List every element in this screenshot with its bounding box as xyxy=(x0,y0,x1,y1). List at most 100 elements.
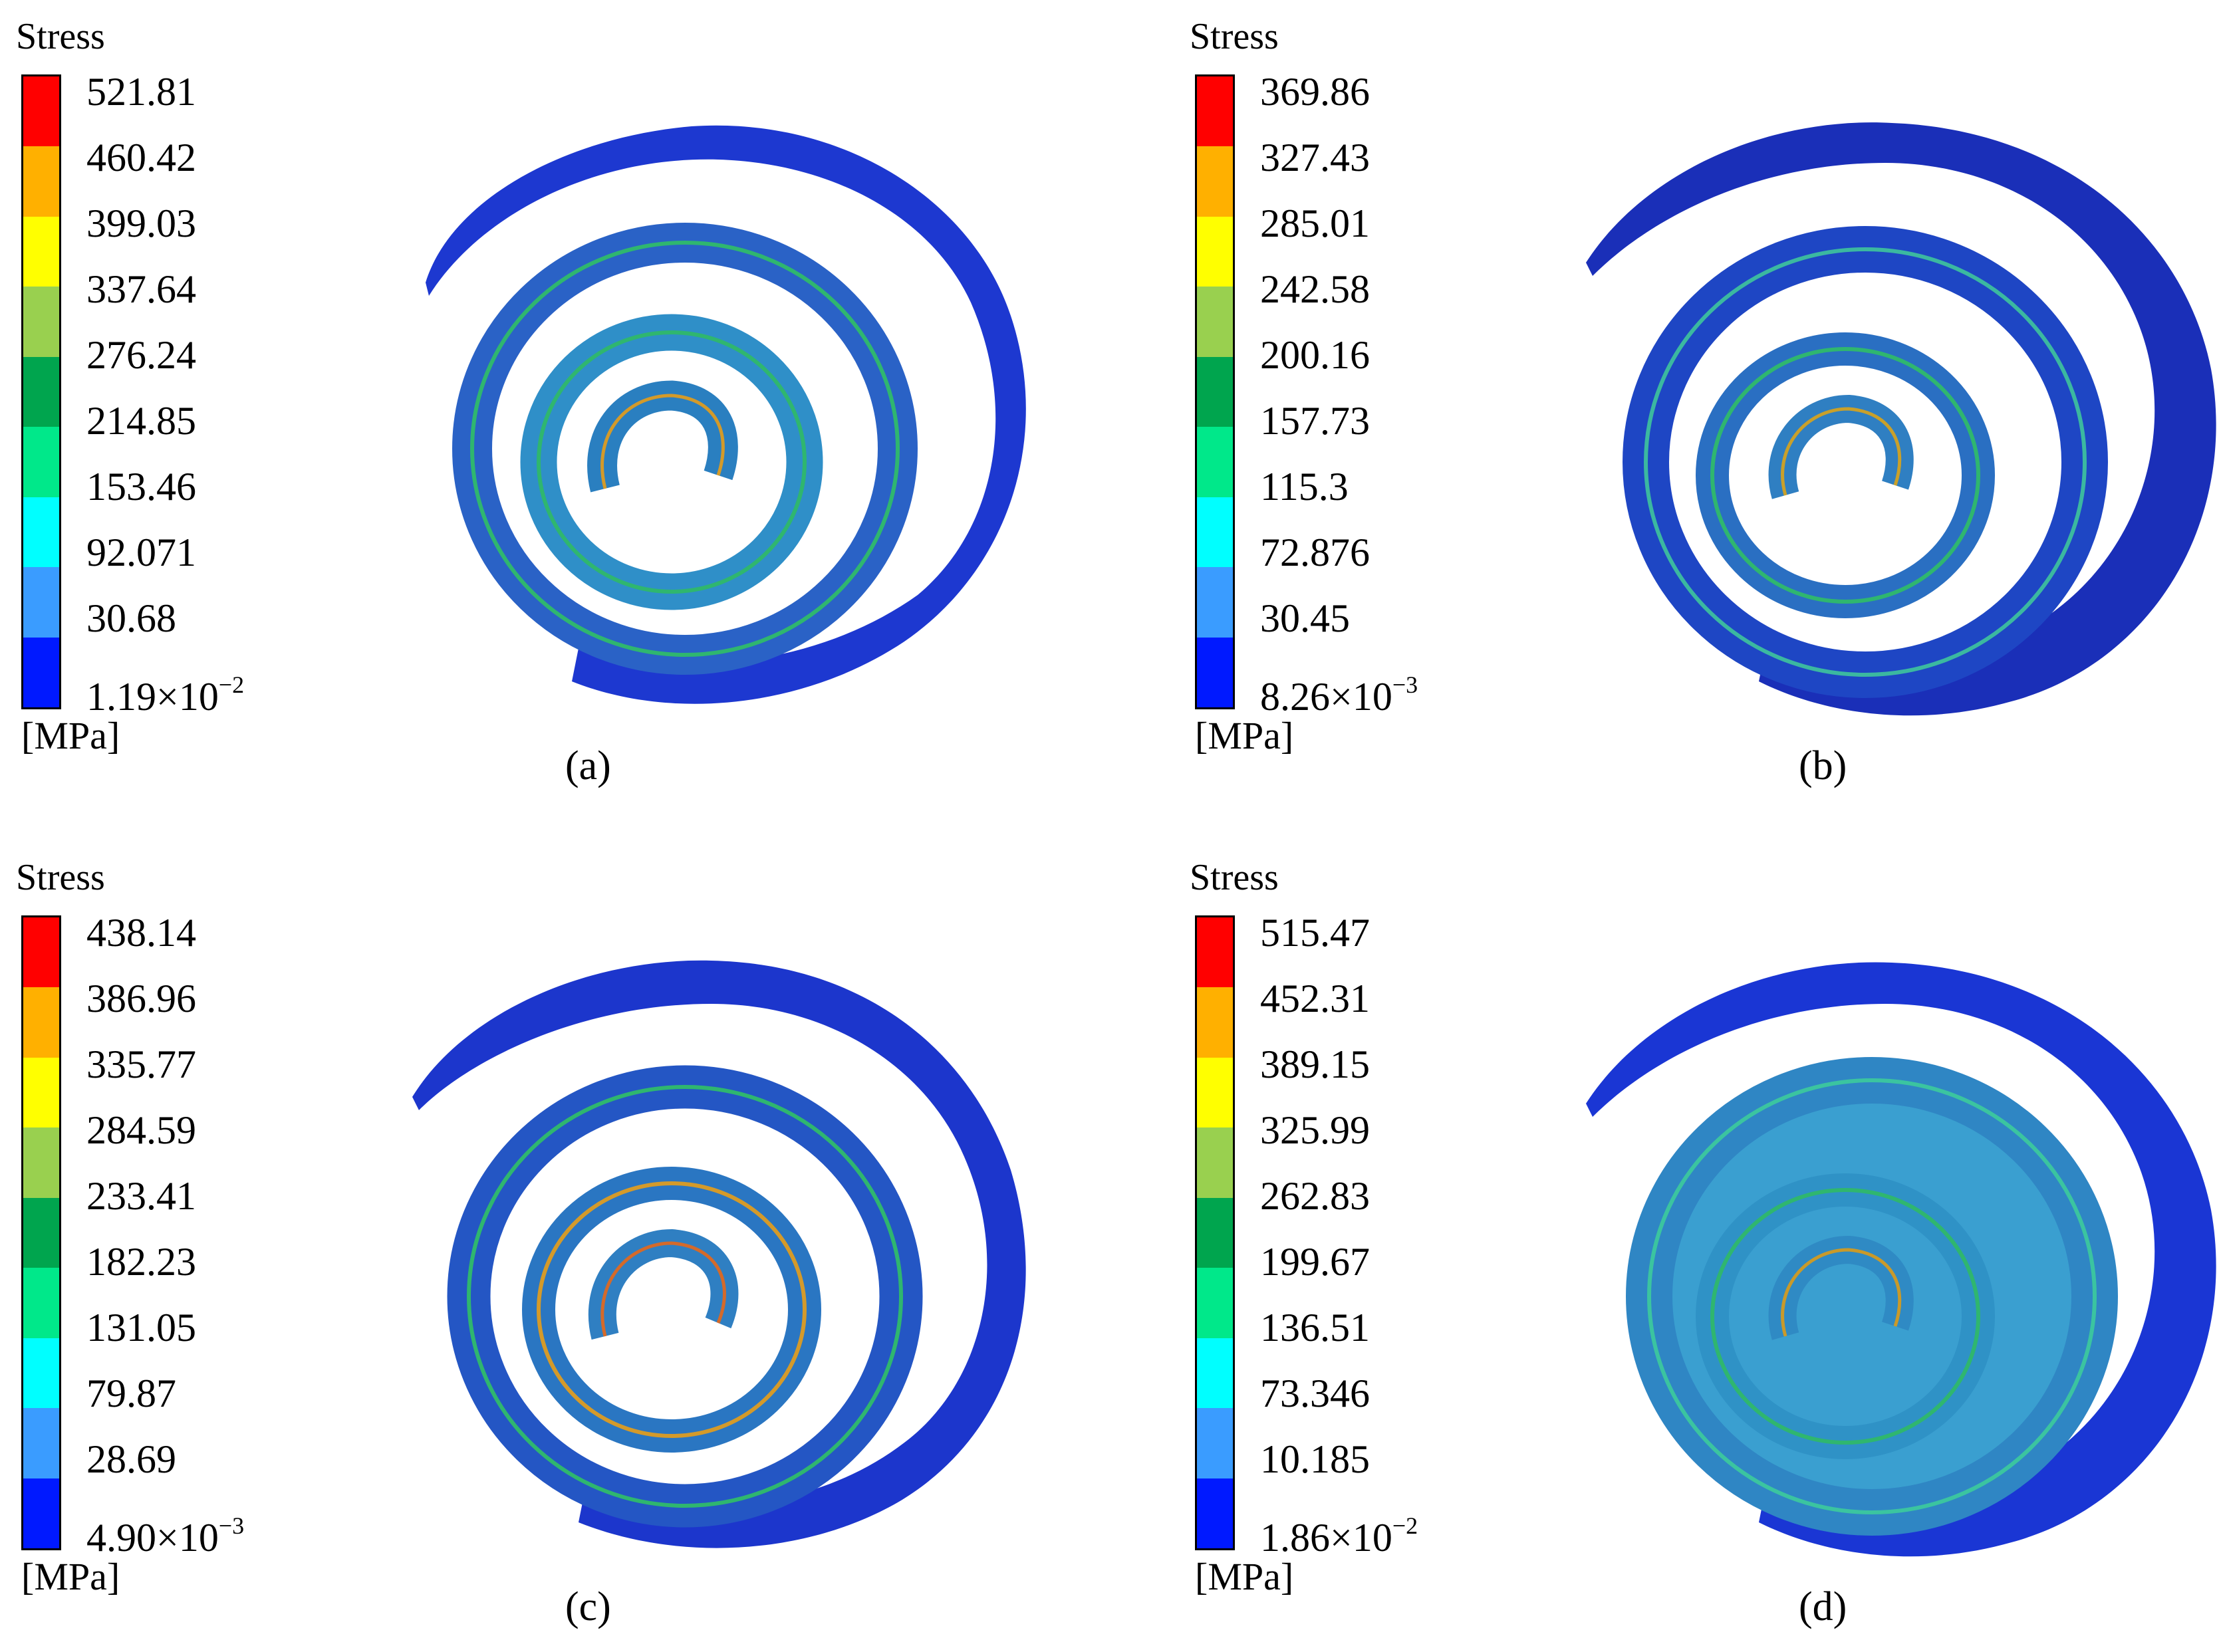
swatch-7 xyxy=(23,1338,59,1408)
core-edge xyxy=(1781,407,1902,496)
unit-label: [MPa] xyxy=(21,1555,120,1598)
swatch-4 xyxy=(1197,287,1233,357)
tick-label: 325.99 xyxy=(1260,1108,1370,1152)
swatch-9 xyxy=(23,1478,59,1548)
tick-label: 182.23 xyxy=(86,1240,196,1284)
tick-label: 72.876 xyxy=(1260,531,1370,574)
swatch-8 xyxy=(23,1408,59,1478)
swatch-4 xyxy=(23,287,59,357)
min-mantissa: 4.90×10 xyxy=(86,1516,219,1560)
tick-label: 79.87 xyxy=(86,1371,176,1415)
swatch-3 xyxy=(23,217,59,287)
tick-label: 284.59 xyxy=(86,1108,196,1152)
tick-label-min: 1.19×10−2 xyxy=(86,665,244,717)
middle-edge xyxy=(467,1085,903,1508)
tick-label: 386.96 xyxy=(86,977,196,1020)
swatch-5 xyxy=(23,357,59,427)
inner-edge xyxy=(1710,347,1980,604)
tick-label: 515.47 xyxy=(1260,911,1370,955)
color-scale xyxy=(1195,74,1235,709)
middle-edge xyxy=(470,241,900,657)
tick-label: 276.24 xyxy=(86,333,196,377)
tick-label: 399.03 xyxy=(86,201,196,245)
unit-label: [MPa] xyxy=(1195,1555,1294,1598)
tick-label: 242.58 xyxy=(1260,267,1370,311)
swatch-1 xyxy=(23,76,59,146)
swatch-3 xyxy=(1197,1058,1233,1127)
middle-edge xyxy=(1647,1078,2097,1514)
tick-label: 460.42 xyxy=(86,136,196,179)
tick-label: 92.071 xyxy=(86,531,196,574)
swatch-1 xyxy=(1197,76,1233,146)
swatch-6 xyxy=(1197,427,1233,497)
swatch-4 xyxy=(1197,1127,1233,1198)
tick-label: 199.67 xyxy=(1260,1240,1370,1284)
tick-label: 389.15 xyxy=(1260,1042,1370,1086)
swatch-8 xyxy=(23,567,59,638)
swatch-2 xyxy=(1197,987,1233,1058)
legend-title: Stress xyxy=(16,857,105,898)
tick-label: 285.01 xyxy=(1260,201,1370,245)
inner-edge xyxy=(537,1181,807,1438)
swatch-8 xyxy=(1197,1408,1233,1478)
tick-label: 327.43 xyxy=(1260,136,1370,179)
stress-spiral-body xyxy=(1586,962,2216,1557)
swatch-3 xyxy=(23,1058,59,1127)
core-curl xyxy=(587,380,738,493)
panel-caption: (c) xyxy=(565,1584,611,1629)
stress-panel-b: Stress 369.86 327.43 285.01 242.58 200.1… xyxy=(1174,0,2223,811)
tick-label: 28.69 xyxy=(86,1437,176,1481)
tick-label-min: 1.86×10−2 xyxy=(1260,1506,1418,1558)
stress-panel-c: Stress 438.14 386.96 335.77 284.59 233.4… xyxy=(0,841,1104,1652)
legend-title: Stress xyxy=(16,16,105,57)
legend-title: Stress xyxy=(1190,16,1279,57)
tick-label: 233.41 xyxy=(86,1174,196,1218)
tick-label: 30.45 xyxy=(1260,596,1350,640)
tick-label: 521.81 xyxy=(86,70,196,114)
swatch-6 xyxy=(1197,1268,1233,1338)
legend-title: Stress xyxy=(1190,857,1279,898)
stress-panel-d: Stress 515.47 452.31 389.15 325.99 262.8… xyxy=(1174,841,2223,1652)
swatch-3 xyxy=(1197,217,1233,287)
outer-shell xyxy=(1586,122,2216,716)
tick-label: 200.16 xyxy=(1260,333,1370,377)
tick-label: 157.73 xyxy=(1260,399,1370,443)
swatch-2 xyxy=(1197,146,1233,217)
swatch-9 xyxy=(23,638,59,707)
inner-edge xyxy=(1710,1188,1980,1445)
stress-spiral-body xyxy=(412,960,1026,1548)
min-exponent: −2 xyxy=(218,671,245,698)
swatch-5 xyxy=(23,1198,59,1268)
swatch-2 xyxy=(23,987,59,1058)
min-exponent: −2 xyxy=(1392,1512,1418,1539)
color-scale xyxy=(21,74,61,709)
stress-spiral-body xyxy=(426,125,1026,704)
swatch-8 xyxy=(1197,567,1233,638)
swatch-5 xyxy=(1197,1198,1233,1268)
inner-edge xyxy=(537,330,807,594)
panel-caption: (a) xyxy=(565,743,611,788)
swatch-6 xyxy=(23,427,59,497)
min-mantissa: 1.86×10 xyxy=(1260,1516,1392,1560)
stress-panel-a: Stress 521.81 460.42 399.03 337.64 276.2… xyxy=(0,0,1104,811)
swatch-6 xyxy=(23,1268,59,1338)
swatch-9 xyxy=(1197,638,1233,707)
swatch-1 xyxy=(1197,917,1233,987)
swatch-7 xyxy=(1197,1338,1233,1408)
swatch-4 xyxy=(23,1127,59,1198)
panel-caption: (b) xyxy=(1799,743,1847,788)
tick-label: 73.346 xyxy=(1260,1371,1370,1415)
unit-label: [MPa] xyxy=(1195,714,1294,757)
stress-spiral-body xyxy=(1586,122,2216,716)
color-scale xyxy=(1195,915,1235,1550)
swatch-7 xyxy=(23,497,59,567)
tick-label: 369.86 xyxy=(1260,70,1370,114)
core-curl xyxy=(588,1229,739,1340)
tick-label-min: 4.90×10−3 xyxy=(86,1506,244,1558)
swatch-1 xyxy=(23,917,59,987)
swatch-7 xyxy=(1197,497,1233,567)
tick-label: 10.185 xyxy=(1260,1437,1370,1481)
tick-label: 131.05 xyxy=(86,1306,196,1350)
tick-label: 438.14 xyxy=(86,911,196,955)
tick-label: 452.31 xyxy=(1260,977,1370,1020)
